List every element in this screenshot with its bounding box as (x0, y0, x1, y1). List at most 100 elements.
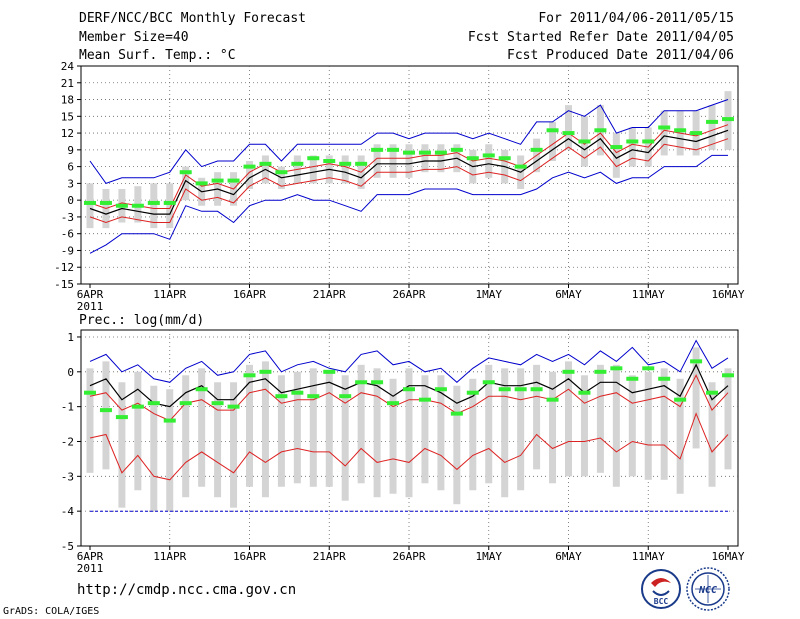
chart1-mean-marker (722, 373, 734, 378)
chart0-mean-marker (594, 128, 607, 133)
chart1-spread-box (533, 364, 541, 470)
chart1-spread-box (230, 382, 238, 508)
chart1-spread-box (517, 368, 525, 491)
chart1-spread-box (565, 361, 572, 477)
chart1-mean-marker (546, 397, 559, 402)
chart0-x-tick-label: 16MAY (711, 288, 744, 301)
chart0-mean-marker (722, 117, 734, 122)
chart1-mean-marker (498, 387, 511, 392)
chart1-mean-marker (418, 397, 431, 402)
chart0-spread-box (246, 161, 253, 189)
chart0-x-tick-label: 11APR (153, 288, 186, 301)
chart1-mean-marker (131, 404, 144, 409)
bcc-swirl-icon (651, 578, 671, 587)
chart1-mean-marker (482, 380, 495, 385)
chart1-variable-title: Prec.: log(mm/d) (79, 313, 204, 328)
chart0-mean-marker (84, 200, 96, 205)
chart1-spread-box (389, 378, 397, 494)
chart1-y-tick-label: -2 (61, 435, 74, 448)
chart0-x-tick-label: 1MAY (476, 288, 503, 301)
chart1-spread-box (198, 368, 206, 487)
bcc-logo-text: BCC (654, 597, 669, 606)
ncc-logo-text: NCC (698, 585, 717, 596)
chart0-spread-box (309, 155, 317, 184)
chart1-x-tick-label: 11APR (153, 550, 186, 563)
chart1-mean-marker (403, 387, 415, 392)
chart0-spread-box (565, 105, 572, 150)
chart1-spread-box (277, 375, 285, 487)
chart0-y-tick-label: -12 (54, 261, 74, 274)
chart1-spread-box (325, 371, 333, 487)
source-url[interactable]: http://cmdp.ncc.cma.gov.cn (77, 582, 297, 598)
chart1-spread-box (628, 375, 636, 477)
chart1-mean-marker (658, 376, 671, 381)
chart1-spread-box (501, 368, 509, 498)
chart1-x-tick-label: 21APR (313, 550, 346, 563)
chart0-spread-box (437, 144, 445, 173)
chart0-spread-box (341, 155, 349, 184)
chart1-mean-marker (514, 387, 527, 392)
chart0-y-tick-label: 0 (67, 194, 74, 207)
chart0-mean-marker (291, 161, 304, 166)
chart0-y-tick-label: -3 (61, 211, 74, 224)
chart1-year-label: 2011 (77, 562, 104, 575)
chart0-mean-marker (131, 203, 144, 208)
chart0-spread-box (660, 110, 668, 156)
chart1-mean-marker (674, 397, 687, 402)
chart0-mean-marker (418, 150, 431, 155)
chart1-mean-marker (323, 369, 336, 374)
chart1-mean-marker (84, 390, 96, 395)
chart0-mean-marker (674, 128, 687, 133)
chart1-x-tick-label: 6APR (77, 550, 104, 563)
chart1-upper-extreme-line (89, 339, 729, 383)
chart1-mean-marker (307, 394, 320, 399)
chart1-spread-box (86, 368, 94, 473)
globe-grid-icon (695, 575, 721, 603)
chart0-lower-spread-line (89, 138, 729, 224)
chart1-spread-box (166, 389, 174, 512)
chart1-mean-marker (195, 387, 208, 392)
chart0-spread-box (612, 133, 620, 178)
chart1-y-tick-label: 0 (67, 366, 74, 379)
chart1-mean-marker (163, 418, 176, 423)
chart0-mean-marker (99, 200, 112, 205)
chart0-spread-box (485, 144, 493, 178)
chart1-mean-marker (371, 380, 384, 385)
chart1-spread-box (293, 371, 301, 484)
chart0-y-tick-label: 18 (61, 94, 74, 107)
chart1-spread-box (309, 368, 317, 487)
chart1-upper-spread-line (89, 374, 729, 422)
chart1-spread-box (341, 375, 349, 501)
chart1-mean-marker (466, 390, 479, 395)
chart0-spread-box (549, 121, 557, 162)
chart0-mean-marker (371, 147, 384, 152)
chart0-spread-box (389, 144, 397, 178)
chart1-spread-box (549, 371, 557, 484)
refer-date: Fcst Started Refer Date 2011/04/05 (467, 30, 734, 45)
chart1-x-tick-label: 11MAY (632, 550, 665, 563)
chart0-y-tick-label: -9 (61, 244, 74, 257)
chart1-spread-box (724, 368, 732, 470)
chart1-mean-marker (610, 366, 623, 371)
chart0-mean-marker (195, 181, 208, 186)
chart0-mean-marker (514, 164, 527, 169)
chart0-mean-marker (706, 119, 719, 124)
chart1-y-tick-label: -5 (61, 540, 74, 553)
chart1-mean-marker (706, 390, 719, 395)
chart0-spread-box (405, 144, 413, 178)
chart0-spread-box (421, 144, 429, 173)
chart0-y-tick-label: -15 (54, 278, 74, 291)
chart1-spread-box (453, 385, 461, 505)
chart0-mean-marker (211, 178, 224, 183)
chart1-spread-box (469, 378, 477, 491)
chart1-spread-box (596, 364, 604, 473)
chart1-x-tick-label: 6MAY (555, 550, 582, 563)
chart1-mean-marker (291, 390, 304, 395)
chart0-x-tick-label: 26APR (392, 288, 425, 301)
chart0-mean-marker (498, 156, 511, 161)
chart1-mean-marker (339, 394, 352, 399)
chart1-mean-marker (626, 376, 639, 381)
chart1-spread-box (692, 347, 700, 449)
chart0-mean-marker (530, 147, 543, 152)
chart1-mean-marker (115, 415, 128, 420)
